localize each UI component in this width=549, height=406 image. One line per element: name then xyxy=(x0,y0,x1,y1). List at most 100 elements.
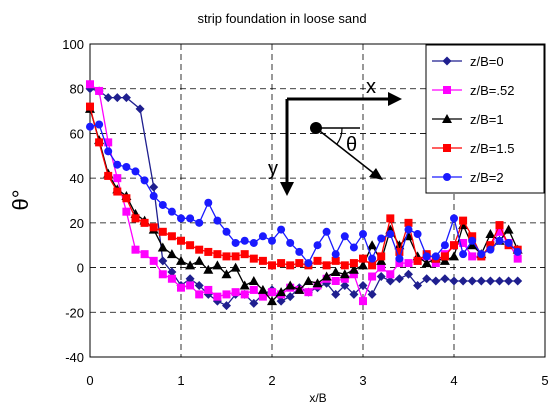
data-point xyxy=(331,276,340,285)
data-point xyxy=(113,187,122,196)
data-point xyxy=(222,301,231,311)
data-point xyxy=(459,250,468,259)
data-point xyxy=(431,276,441,286)
y-tick-label: 100 xyxy=(62,37,84,52)
data-point xyxy=(140,218,149,227)
data-point xyxy=(249,254,258,263)
data-point xyxy=(135,104,145,114)
x-tick-label: 0 xyxy=(86,373,93,388)
data-point xyxy=(131,214,140,223)
data-point xyxy=(186,241,195,250)
data-point xyxy=(321,271,332,281)
data-point xyxy=(348,264,359,274)
data-point xyxy=(368,261,377,270)
data-point xyxy=(177,283,185,292)
data-point xyxy=(240,290,249,299)
x-arrowhead xyxy=(388,92,402,106)
coordinate-diagram: x y θ xyxy=(268,76,402,196)
data-point xyxy=(495,236,504,245)
data-point xyxy=(322,261,331,270)
data-point xyxy=(468,252,477,261)
data-point xyxy=(395,259,404,268)
y-axis-annotation: y xyxy=(268,158,278,180)
data-point xyxy=(330,267,341,277)
data-point xyxy=(177,236,185,245)
data-point xyxy=(449,251,459,261)
data-point xyxy=(367,289,377,299)
data-point xyxy=(113,174,122,183)
y-tick-label: 20 xyxy=(70,216,84,231)
data-point xyxy=(468,232,477,241)
data-point xyxy=(221,269,232,279)
data-point xyxy=(186,214,195,223)
legend-item: z/B=.52 xyxy=(432,83,514,98)
legend-label: z/B=1 xyxy=(470,112,504,127)
data-point xyxy=(467,276,477,286)
data-point xyxy=(239,280,250,290)
y-axis-label: θ° xyxy=(8,189,33,210)
angle-arc xyxy=(336,127,343,145)
data-point xyxy=(294,284,305,294)
data-point xyxy=(395,254,404,263)
data-point xyxy=(195,218,204,227)
data-point xyxy=(313,256,322,265)
data-point xyxy=(104,147,113,156)
data-point xyxy=(358,260,368,270)
data-point xyxy=(213,216,222,225)
data-point xyxy=(277,259,286,268)
data-point xyxy=(140,250,149,259)
data-point xyxy=(421,258,432,268)
legend-label: z/B=2 xyxy=(470,170,504,185)
data-point xyxy=(185,260,196,270)
data-point xyxy=(359,297,367,306)
data-point xyxy=(122,162,131,171)
legend: z/B=0 z/B=.52 z/B=1 z/B=1.5 z/B=2 xyxy=(425,44,545,194)
data-point xyxy=(121,93,131,103)
data-point xyxy=(504,276,514,286)
data-point xyxy=(359,230,367,239)
data-point xyxy=(86,80,94,89)
data-point xyxy=(166,249,177,259)
data-point xyxy=(258,232,267,241)
data-point xyxy=(112,93,122,103)
series-layer xyxy=(85,80,523,311)
data-point xyxy=(513,247,522,256)
data-point xyxy=(177,214,185,223)
data-point xyxy=(513,254,522,263)
data-point xyxy=(449,276,459,286)
data-point xyxy=(377,234,386,243)
data-point xyxy=(95,120,104,129)
x-tick-labels: 0 1 2 3 4 5 xyxy=(86,373,548,388)
data-point xyxy=(503,224,514,234)
y-tick-label: 0 xyxy=(77,261,84,276)
data-point xyxy=(476,276,486,286)
data-point xyxy=(268,236,276,245)
data-point xyxy=(312,278,323,288)
data-point xyxy=(222,227,231,236)
data-point xyxy=(495,221,504,230)
data-point xyxy=(459,238,468,247)
legend-item: z/B=1 xyxy=(432,112,504,127)
chart-title: strip foundation in loose sand xyxy=(197,11,366,26)
x-tick-label: 2 xyxy=(268,373,275,388)
rotated-arrowhead xyxy=(369,168,383,180)
data-point xyxy=(240,250,249,259)
data-point xyxy=(431,259,440,268)
y-tick-label: 60 xyxy=(70,126,84,141)
data-point xyxy=(195,290,204,299)
data-point xyxy=(422,252,431,261)
series-5 xyxy=(86,120,522,268)
data-point xyxy=(158,270,167,279)
data-point xyxy=(340,274,349,283)
data-point xyxy=(204,285,213,294)
data-point xyxy=(358,280,368,290)
data-point xyxy=(340,232,349,241)
y-tick-label: 80 xyxy=(70,82,84,97)
data-point xyxy=(450,214,458,223)
data-point xyxy=(104,138,113,147)
data-point xyxy=(240,236,249,245)
legend-label: z/B=.52 xyxy=(470,83,514,98)
legend-item: z/B=1.5 xyxy=(432,141,514,156)
data-point xyxy=(285,280,296,290)
